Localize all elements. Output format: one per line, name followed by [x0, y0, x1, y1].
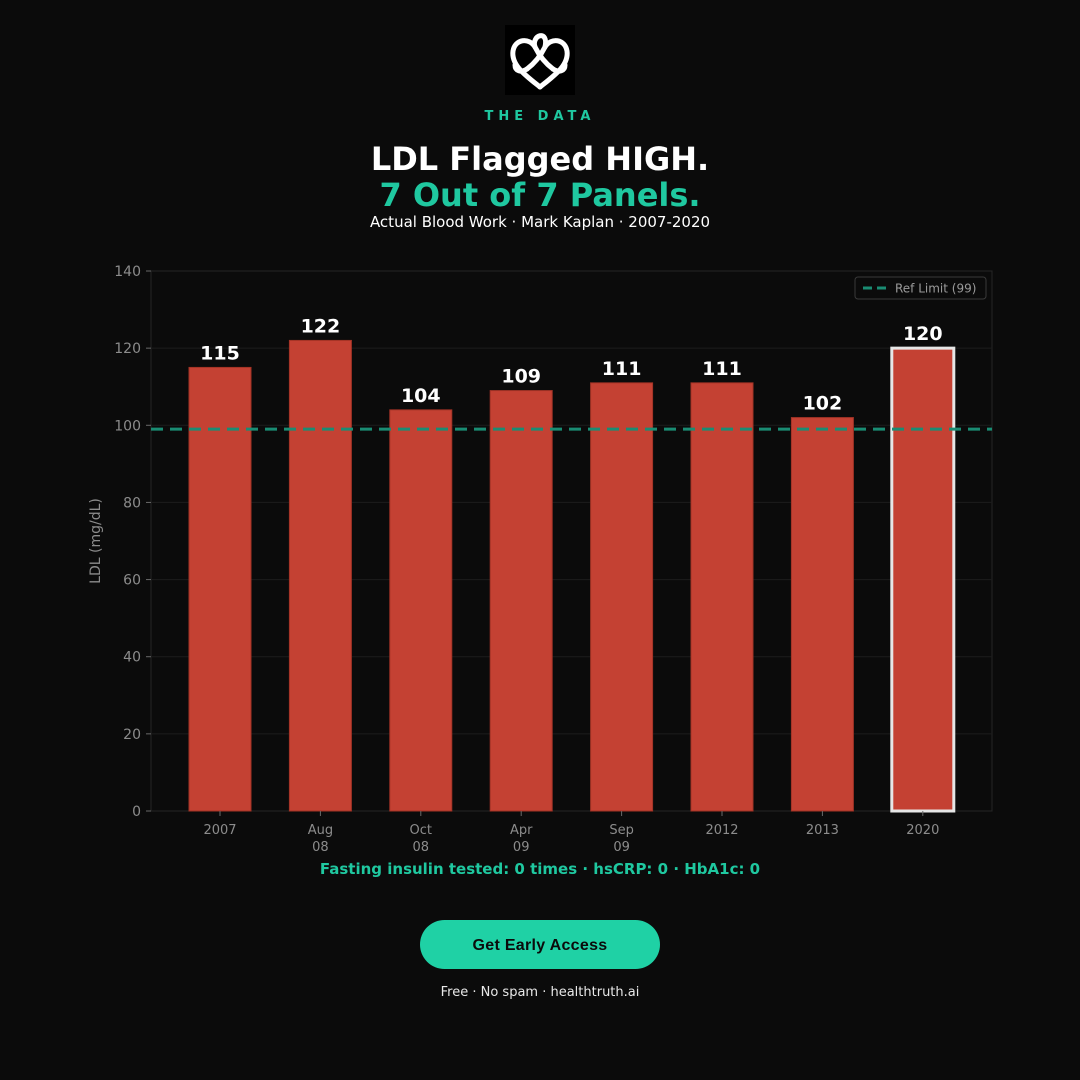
legend-box — [854, 276, 987, 300]
legend-label: Ref Limit (99) — [895, 282, 976, 296]
heart-knot-icon — [510, 33, 570, 90]
y-tick-label: 100 — [114, 418, 141, 434]
bar — [690, 382, 754, 812]
bar — [790, 417, 854, 812]
bar-value-label: 109 — [501, 366, 541, 388]
bar-value-label: 120 — [903, 323, 943, 345]
brand-logo — [505, 25, 575, 95]
x-tick-label: Oct — [410, 823, 432, 838]
y-tick-label: 140 — [114, 264, 141, 280]
y-tick-label: 20 — [123, 727, 141, 743]
x-tick-label: 2020 — [906, 823, 939, 838]
get-early-access-button[interactable]: Get Early Access — [420, 920, 660, 969]
bar — [389, 409, 453, 812]
bar-value-label: 115 — [200, 342, 240, 364]
bar-value-label: 102 — [803, 393, 843, 415]
bar — [288, 339, 352, 812]
x-tick-label: 2007 — [203, 823, 236, 838]
x-tick-label: 2013 — [806, 823, 839, 838]
bar-value-label: 111 — [602, 358, 642, 380]
page-title: LDL Flagged HIGH. — [370, 140, 710, 178]
x-tick-label: 2012 — [705, 823, 738, 838]
cta-fine-print: Free · No spam · healthtruth.ai — [440, 985, 640, 1000]
x-tick-label: Aug — [308, 823, 333, 838]
bar — [590, 382, 654, 812]
bar-value-label: 111 — [702, 358, 742, 380]
x-tick-label: 08 — [312, 840, 329, 855]
y-axis-label: LDL (mg/dL) — [88, 498, 104, 584]
page-title-highlight: 7 Out of 7 Panels. — [379, 176, 701, 214]
bar — [188, 366, 252, 812]
x-tick-label: 08 — [413, 840, 430, 855]
y-tick-label: 80 — [123, 495, 141, 511]
x-tick-label: 09 — [513, 840, 530, 855]
x-tick-label: 09 — [613, 840, 630, 855]
testing-footnote: Fasting insulin tested: 0 times · hsCRP:… — [319, 860, 761, 878]
x-tick-label: Apr — [510, 823, 533, 838]
plot-frame — [150, 270, 993, 812]
bar — [489, 390, 553, 812]
y-tick-label: 40 — [123, 650, 141, 666]
bar-value-label: 104 — [401, 385, 441, 407]
page-subtitle: Actual Blood Work · Mark Kaplan · 2007-2… — [369, 213, 711, 231]
section-kicker: THE DATA — [484, 109, 596, 124]
y-tick-label: 120 — [114, 341, 141, 357]
bar-value-label: 122 — [301, 315, 341, 337]
bar — [890, 346, 956, 813]
y-tick-label: 0 — [132, 804, 141, 820]
y-tick-label: 60 — [123, 573, 141, 589]
x-tick-label: Sep — [609, 823, 634, 838]
